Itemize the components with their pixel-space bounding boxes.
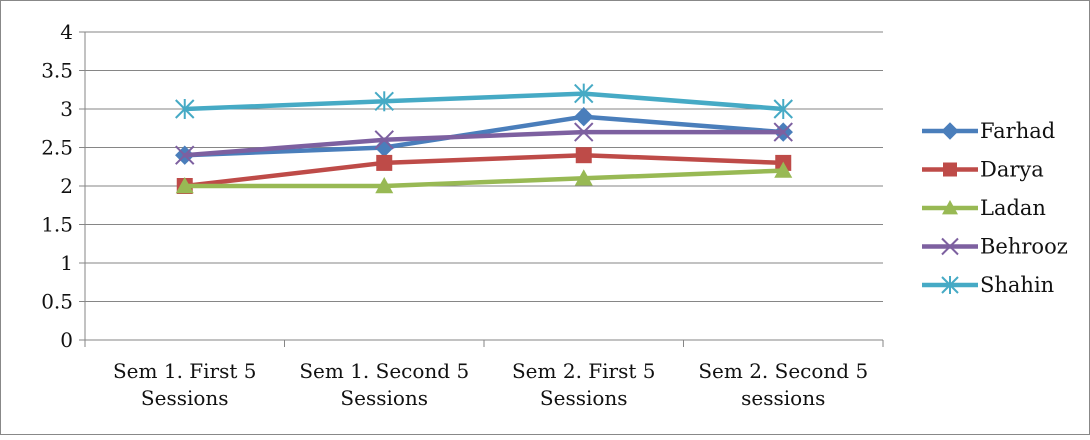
y-tick-label: 1.5 xyxy=(41,213,73,237)
y-tick-label: 2 xyxy=(60,174,73,198)
legend: Farhad Darya Ladan Behrooz Shahin xyxy=(922,119,1068,297)
data-point-marker xyxy=(941,276,959,294)
series-shahin xyxy=(175,83,793,119)
legend-item-ladan: Ladan xyxy=(922,196,1046,220)
y-tick-label: 3 xyxy=(60,97,73,121)
legend-label: Behrooz xyxy=(980,235,1068,259)
data-point-marker xyxy=(374,91,394,112)
gridlines xyxy=(85,31,883,302)
series-line xyxy=(182,129,786,158)
y-tick-label: 2.5 xyxy=(41,136,73,160)
data-point-marker xyxy=(574,83,594,104)
data-point-marker xyxy=(941,122,959,140)
legend-label: Darya xyxy=(980,158,1044,182)
series-lines xyxy=(175,83,793,194)
series-line xyxy=(182,168,786,189)
data-point-marker xyxy=(941,237,959,256)
x-category-label: Sem 2. Second 5 sessions xyxy=(698,359,868,410)
series-line xyxy=(182,91,786,112)
data-point-marker xyxy=(773,99,793,119)
data-point-marker xyxy=(175,145,195,165)
data-point-marker xyxy=(175,177,194,194)
data-point-marker xyxy=(375,177,394,194)
data-point-marker xyxy=(175,99,195,119)
legend-label: Ladan xyxy=(980,196,1046,220)
legend-item-behrooz: Behrooz xyxy=(922,235,1068,259)
y-tick-label: 1 xyxy=(60,251,73,275)
data-point-marker xyxy=(574,106,594,127)
data-point-marker xyxy=(574,169,593,186)
data-point-marker xyxy=(943,162,957,177)
series-darya xyxy=(176,147,792,194)
y-tick-label: 0.5 xyxy=(41,290,73,314)
data-point-marker xyxy=(575,147,592,164)
y-tick-label: 0 xyxy=(60,328,73,352)
axes xyxy=(79,31,884,347)
x-category-label: Sem 1. Second 5 Sessions xyxy=(299,359,469,410)
x-category-label: Sem 2. First 5 Sessions xyxy=(512,359,656,410)
data-point-marker xyxy=(376,154,393,171)
legend-item-darya: Darya xyxy=(922,158,1044,182)
y-tick-label: 3.5 xyxy=(41,59,73,83)
data-point-marker xyxy=(773,122,793,142)
data-point-marker xyxy=(774,161,793,178)
data-point-marker xyxy=(574,122,594,142)
series-ladan xyxy=(175,161,793,194)
axis-labels: 0 0.5 1 1.5 2 2.5 3 3.5 4 Sem 1. First 5 Sessions S… xyxy=(41,20,868,410)
y-tick-label: 4 xyxy=(60,20,73,44)
legend-label: Farhad xyxy=(980,119,1055,143)
data-point-marker xyxy=(942,200,958,215)
legend-item-farhad: Farhad xyxy=(922,119,1055,143)
series-line xyxy=(182,152,786,189)
series-behrooz xyxy=(175,122,793,165)
x-category-label: Sem 1. First 5 Sessions xyxy=(113,359,257,410)
legend-item-shahin: Shahin xyxy=(922,273,1054,297)
data-point-marker xyxy=(374,130,394,150)
series-line xyxy=(182,114,786,158)
legend-label: Shahin xyxy=(980,273,1054,297)
